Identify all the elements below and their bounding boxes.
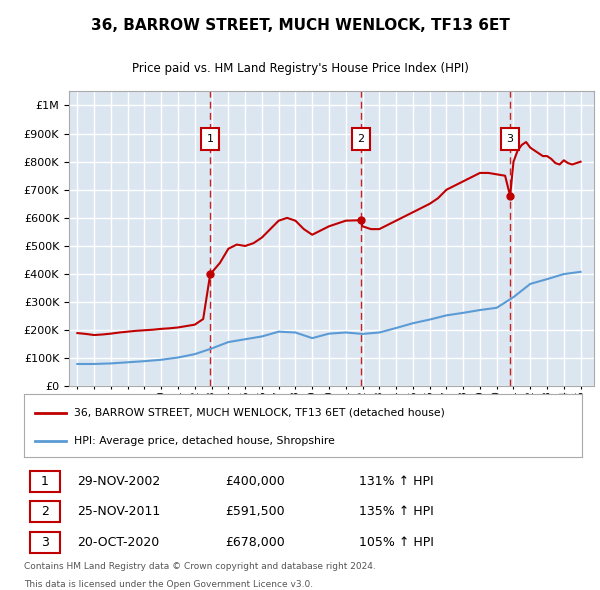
Text: This data is licensed under the Open Government Licence v3.0.: This data is licensed under the Open Gov… (24, 581, 313, 589)
Bar (501, 128, 520, 150)
Bar (352, 128, 370, 150)
Text: £678,000: £678,000 (225, 536, 284, 549)
Text: 135% ↑ HPI: 135% ↑ HPI (359, 505, 434, 518)
Text: 36, BARROW STREET, MUCH WENLOCK, TF13 6ET (detached house): 36, BARROW STREET, MUCH WENLOCK, TF13 6E… (74, 408, 445, 418)
Text: 1: 1 (41, 474, 49, 487)
Bar (29, 532, 60, 553)
Bar (29, 471, 60, 491)
Bar (29, 501, 60, 522)
Text: 2: 2 (357, 134, 364, 144)
Text: 3: 3 (506, 134, 514, 144)
Text: £591,500: £591,500 (225, 505, 284, 518)
Text: HPI: Average price, detached house, Shropshire: HPI: Average price, detached house, Shro… (74, 437, 335, 446)
Text: 1: 1 (207, 134, 214, 144)
Text: Contains HM Land Registry data © Crown copyright and database right 2024.: Contains HM Land Registry data © Crown c… (24, 562, 376, 572)
Text: 3: 3 (41, 536, 49, 549)
Text: 29-NOV-2002: 29-NOV-2002 (77, 474, 160, 487)
Text: Price paid vs. HM Land Registry's House Price Index (HPI): Price paid vs. HM Land Registry's House … (131, 62, 469, 75)
Text: 2: 2 (41, 505, 49, 518)
Text: 20-OCT-2020: 20-OCT-2020 (77, 536, 159, 549)
Bar (201, 128, 220, 150)
Text: 36, BARROW STREET, MUCH WENLOCK, TF13 6ET: 36, BARROW STREET, MUCH WENLOCK, TF13 6E… (91, 18, 509, 33)
Text: 131% ↑ HPI: 131% ↑ HPI (359, 474, 433, 487)
Text: £400,000: £400,000 (225, 474, 284, 487)
Text: 25-NOV-2011: 25-NOV-2011 (77, 505, 160, 518)
Text: 105% ↑ HPI: 105% ↑ HPI (359, 536, 434, 549)
